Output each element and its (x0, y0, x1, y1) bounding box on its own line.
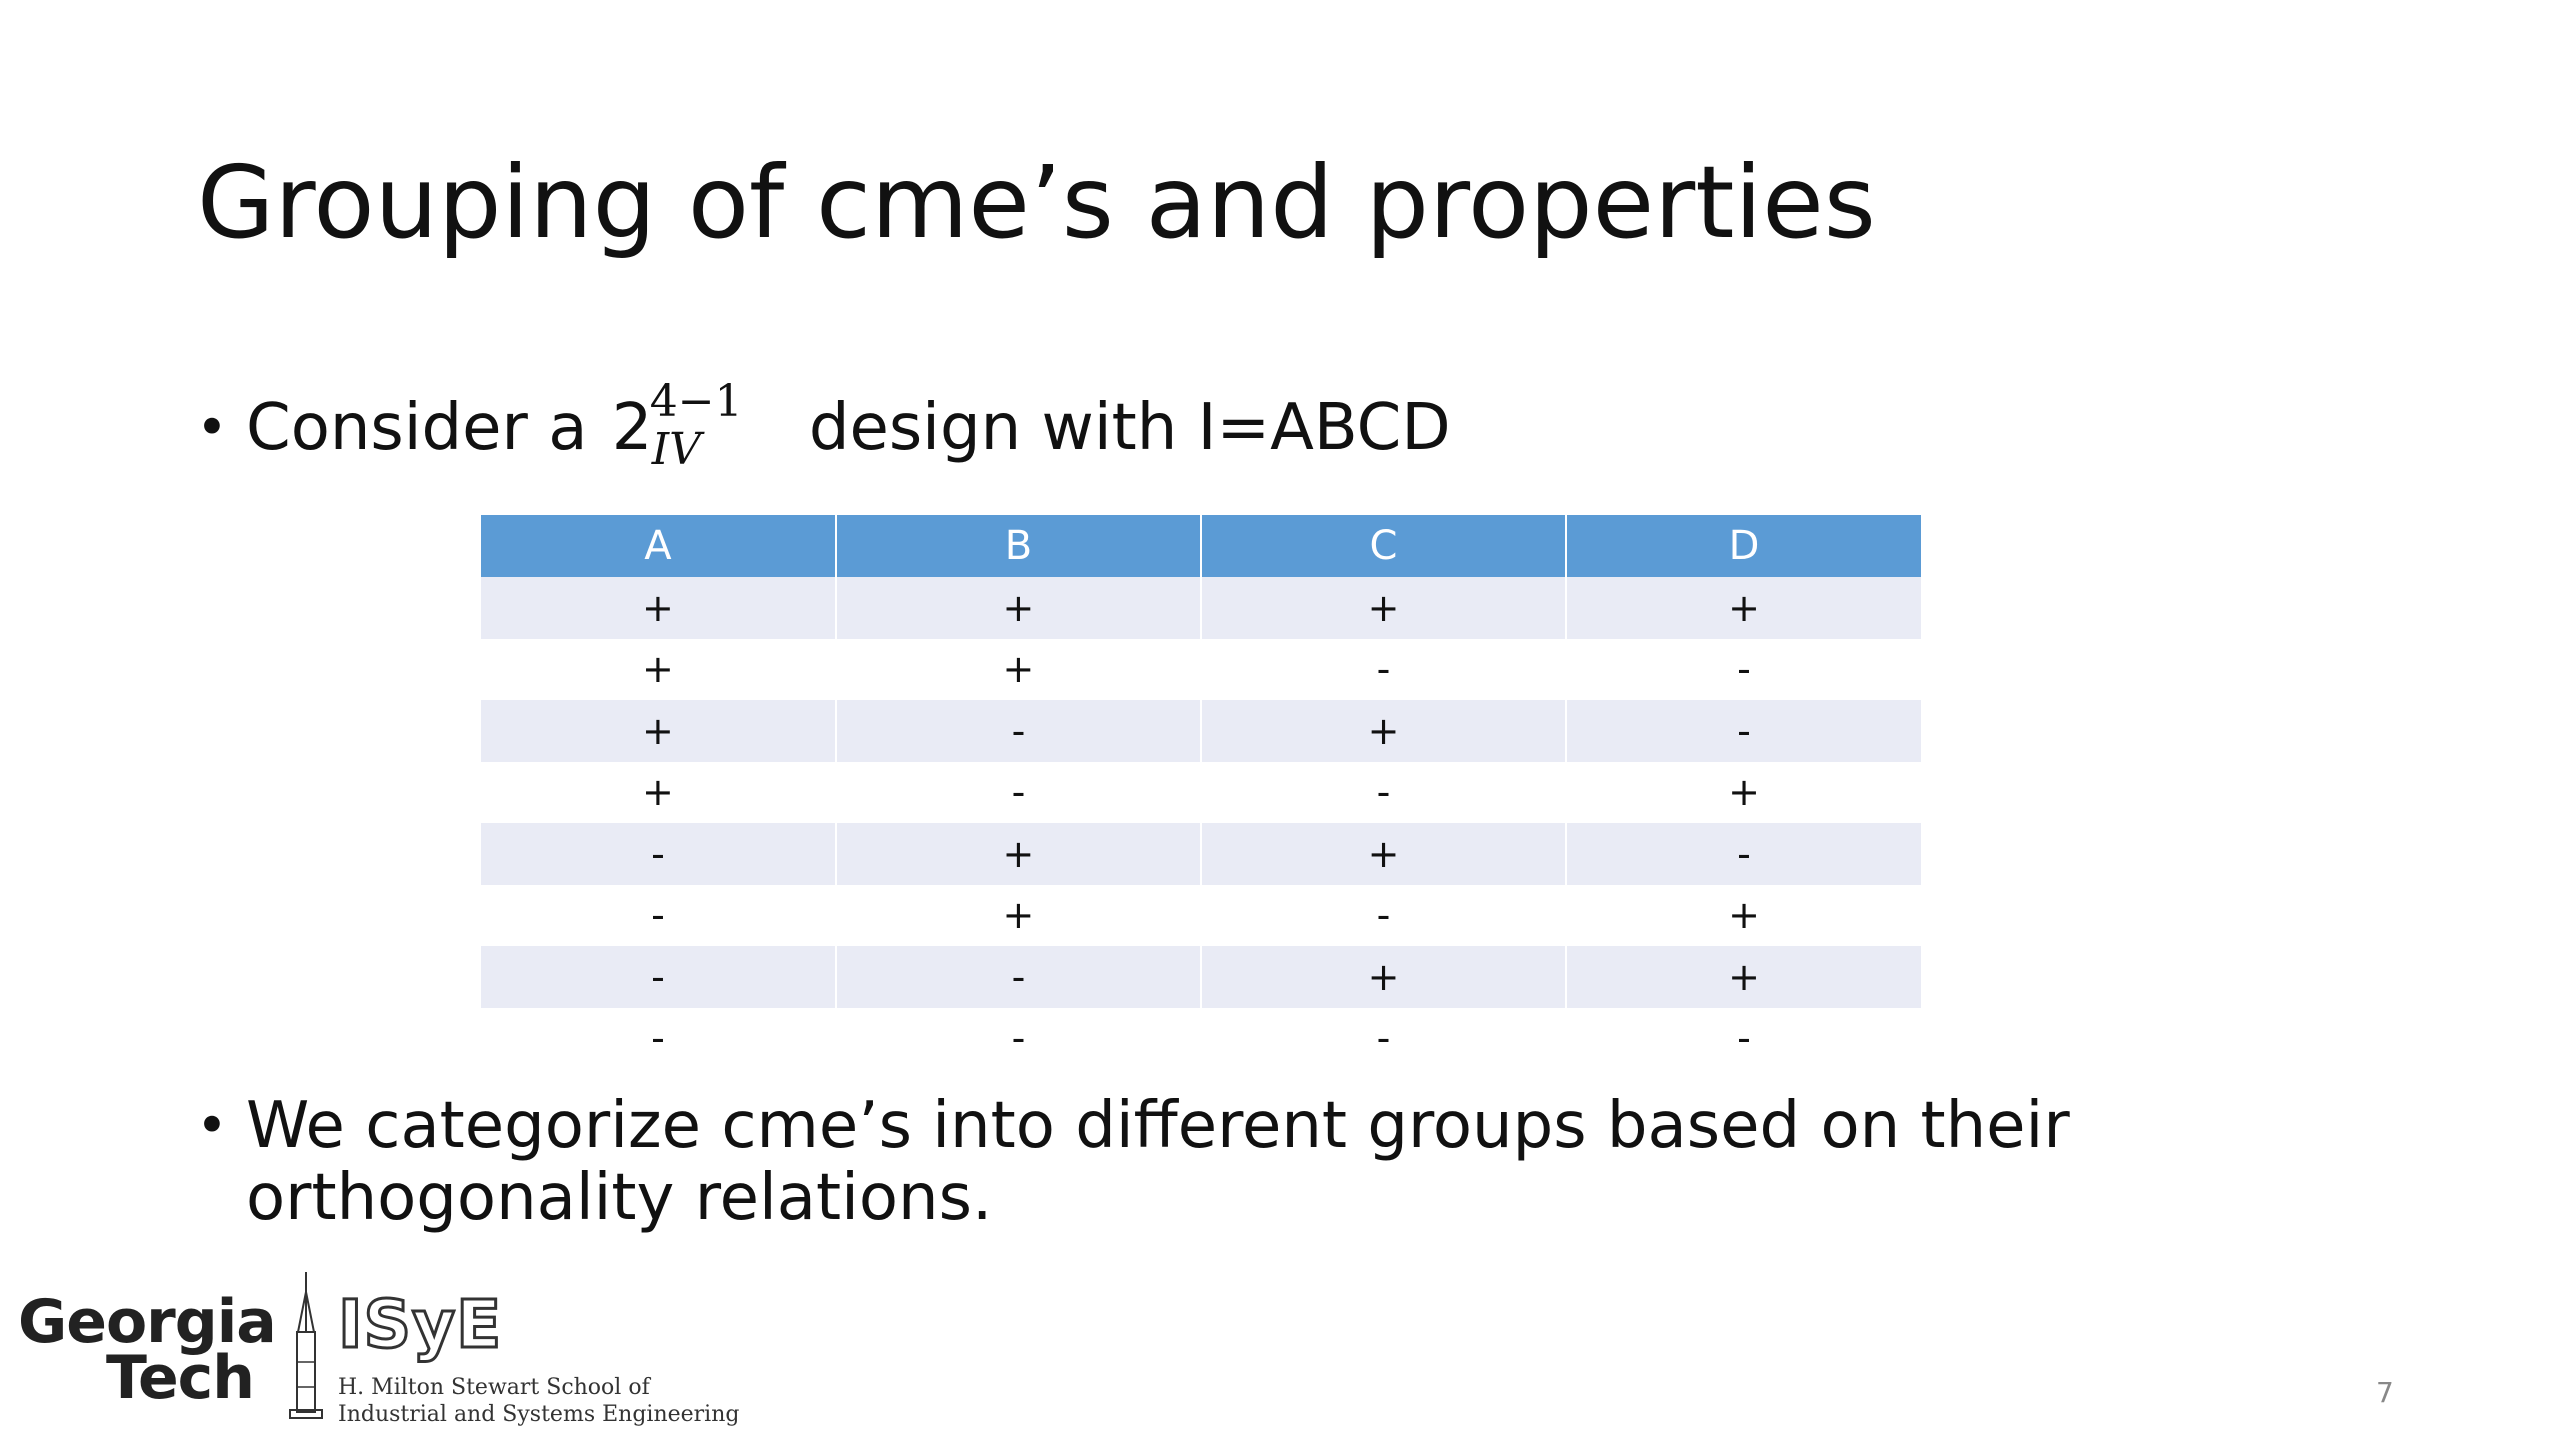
bullet-prefix: Consider a (246, 391, 608, 465)
table-cell: - (481, 1007, 837, 1069)
table-cell: - (1566, 1007, 1921, 1069)
table-cell: + (1200, 823, 1568, 885)
design-notation: 2 4−1 IV (611, 380, 783, 472)
table-cell: - (1200, 761, 1568, 823)
table-cell: - (1200, 638, 1568, 700)
table-row: - + - + (481, 884, 1921, 946)
bullet2-line2: orthogonality relations. (246, 1161, 993, 1235)
table-row: - - - - (481, 1007, 1921, 1069)
design-subscript: IV (651, 424, 701, 475)
design-table: A B C D + + + + + + - - + - + (481, 515, 1921, 1069)
table-cell: + (835, 638, 1202, 700)
logo-tech: Tech (106, 1343, 255, 1413)
design-base: 2 (611, 391, 653, 465)
logo-school-name: H. Milton Stewart School of Industrial a… (338, 1374, 739, 1428)
table-cell: + (481, 577, 837, 639)
table-cell: + (481, 638, 837, 700)
table-cell: - (835, 946, 1202, 1008)
tech-tower-icon (289, 1272, 323, 1419)
table-header-row: A B C D (481, 515, 1921, 577)
bullet-text: Consider a 2 4−1 IV design with I=ABCD (246, 380, 1451, 472)
table-cell: + (835, 577, 1202, 639)
bullet-suffix: design with I=ABCD (788, 391, 1451, 465)
table-cell: - (835, 1007, 1202, 1069)
table-row: + + + + (481, 577, 1921, 639)
header-c: C (1200, 515, 1568, 577)
table-cell: + (1200, 700, 1568, 762)
table-cell: - (481, 884, 837, 946)
table-cell: + (1200, 946, 1568, 1008)
table-cell: + (1566, 884, 1921, 946)
header-d: D (1566, 515, 1921, 577)
table-cell: + (1200, 577, 1568, 639)
bullet-dot-icon: • (196, 1094, 228, 1157)
table-cell: + (835, 823, 1202, 885)
header-a: A (481, 515, 837, 577)
table-cell: + (1566, 946, 1921, 1008)
design-superscript: 4−1 (649, 376, 743, 427)
table-cell: - (481, 823, 837, 885)
logo-school-line2: Industrial and Systems Engineering (338, 1402, 740, 1427)
page-number: 7 (2376, 1376, 2394, 1409)
table-cell: + (835, 884, 1202, 946)
table-row: + - - + (481, 761, 1921, 823)
logo-georgia: Georgia (18, 1287, 277, 1357)
table-cell: - (1200, 884, 1568, 946)
table-cell: + (481, 700, 837, 762)
table-cell: + (1566, 761, 1921, 823)
table-cell: + (481, 761, 837, 823)
georgia-tech-isye-logo: Georgia Tech ISyE H. Milton Stewart Scho… (18, 1272, 739, 1432)
bullet-text: We categorize cme’s into different group… (246, 1090, 2070, 1234)
table-row: - + + - (481, 823, 1921, 885)
table-cell: - (1566, 823, 1921, 885)
table-cell: + (1566, 577, 1921, 639)
table-cell: - (481, 946, 837, 1008)
table-cell: - (835, 761, 1202, 823)
bullet-dot-icon: • (196, 396, 228, 459)
header-b: B (835, 515, 1202, 577)
table-row: - - + + (481, 946, 1921, 1008)
table-cell: - (1566, 700, 1921, 762)
table-cell: - (1200, 1007, 1568, 1069)
table-cell: - (1566, 638, 1921, 700)
bullet2-line1: We categorize cme’s into different group… (246, 1089, 2070, 1163)
logo-isye: ISyE (336, 1286, 503, 1363)
logo-school-line1: H. Milton Stewart School of (338, 1375, 650, 1400)
slide-title: Grouping of cme’s and properties (197, 144, 1876, 261)
table-row: + + - - (481, 638, 1921, 700)
table-row: + - + - (481, 700, 1921, 762)
table-cell: - (835, 700, 1202, 762)
